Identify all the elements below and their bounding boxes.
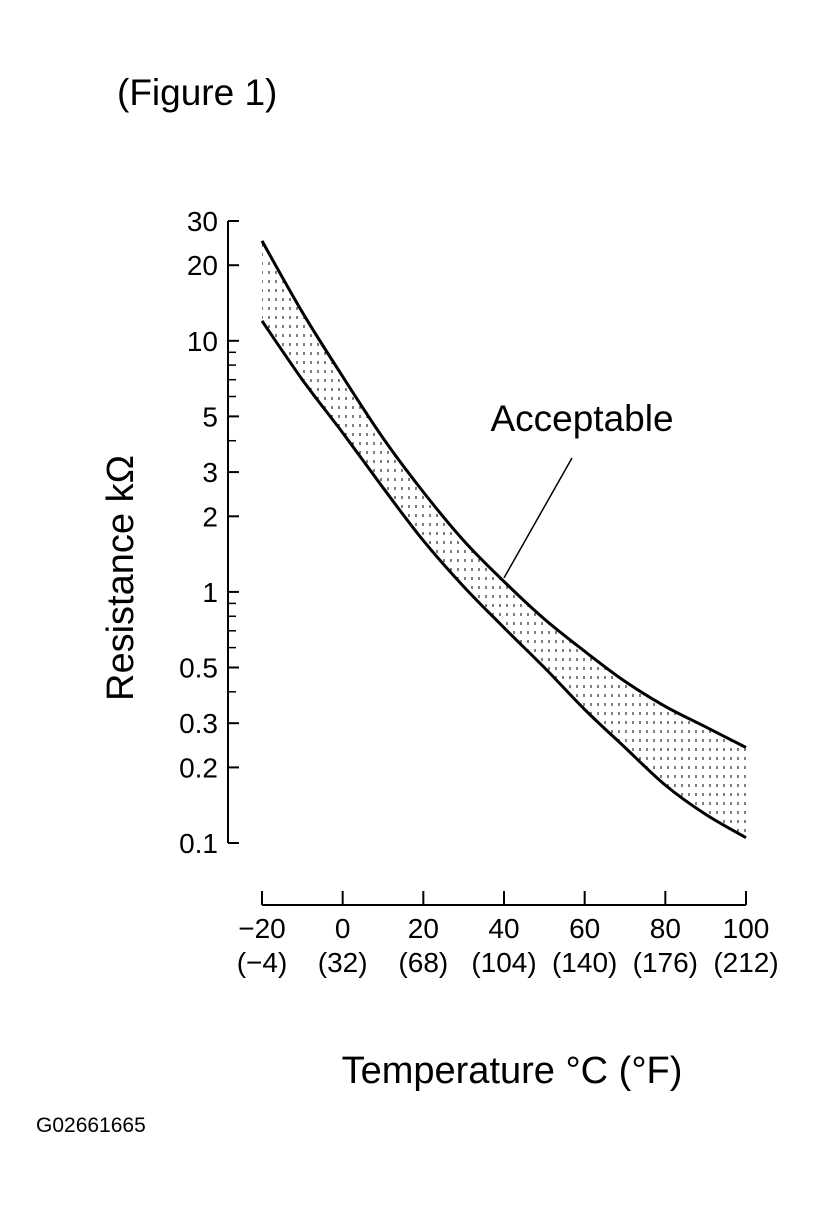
x-tick-label: 80 bbox=[650, 913, 681, 944]
x-tick-label: −20 bbox=[238, 913, 286, 944]
x-tick-label: 60 bbox=[569, 913, 600, 944]
y-tick-label: 20 bbox=[187, 250, 218, 281]
y-tick-label: 0.2 bbox=[179, 752, 218, 783]
image-code: G02661665 bbox=[36, 1114, 146, 1137]
y-tick-label: 30 bbox=[187, 206, 218, 237]
x-tick-label: 40 bbox=[488, 913, 519, 944]
x-tick-sublabel: (32) bbox=[318, 947, 368, 978]
y-tick-label: 0.3 bbox=[179, 708, 218, 739]
y-tick-label: 10 bbox=[187, 326, 218, 357]
figure-label: (Figure 1) bbox=[117, 72, 278, 113]
y-axis-title: Resistance kΩ bbox=[100, 455, 142, 701]
acceptable-annotation: Acceptable bbox=[490, 398, 673, 439]
x-tick-label: 100 bbox=[723, 913, 770, 944]
lower-limit-curve bbox=[260, 320, 747, 839]
x-tick-sublabel: (212) bbox=[713, 947, 778, 978]
y-tick-label: 0.1 bbox=[179, 828, 218, 859]
x-tick-sublabel: (−4) bbox=[237, 947, 288, 978]
x-tick-sublabel: (68) bbox=[398, 947, 448, 978]
x-tick-sublabel: (176) bbox=[633, 947, 698, 978]
x-axis-title: Temperature °C (°F) bbox=[342, 1050, 683, 1092]
upper-limit-curve bbox=[260, 240, 747, 749]
annotation-leader-line bbox=[503, 457, 573, 579]
y-tick-label: 0.5 bbox=[179, 652, 218, 683]
y-tick-label: 2 bbox=[202, 501, 218, 532]
x-tick-label: 20 bbox=[408, 913, 439, 944]
y-tick-label: 1 bbox=[202, 577, 218, 608]
x-tick-label: 0 bbox=[335, 913, 351, 944]
acceptable-band bbox=[262, 240, 746, 838]
x-tick-sublabel: (140) bbox=[552, 947, 617, 978]
x-tick-sublabel: (104) bbox=[471, 947, 536, 978]
y-tick-label: 5 bbox=[202, 401, 218, 432]
y-tick-label: 3 bbox=[202, 457, 218, 488]
